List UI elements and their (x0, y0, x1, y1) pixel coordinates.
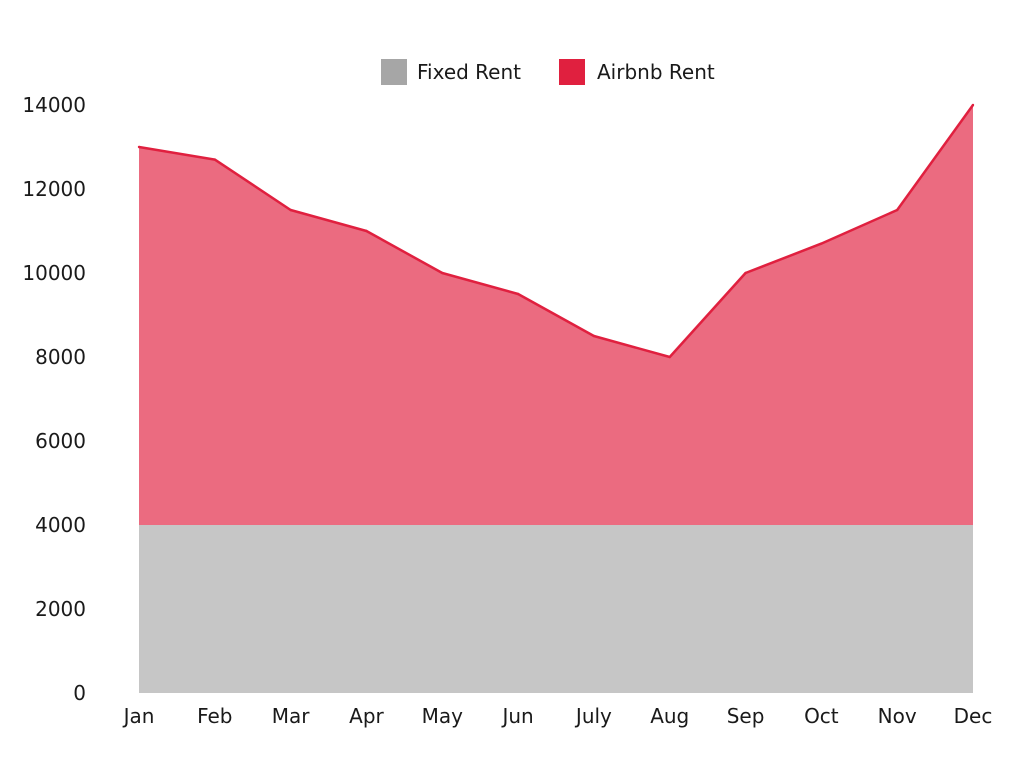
y-axis: 0 2000 4000 6000 8000 10000 12000 14000 (22, 93, 86, 705)
y-tick-label-4000: 4000 (35, 513, 86, 537)
point-airbnb-rent-jun (516, 292, 520, 296)
point-airbnb-rent-sep (744, 271, 747, 275)
point-airbnb-rent-jan (137, 145, 141, 149)
point-airbnb-rent-mar (289, 208, 292, 212)
y-tick-label-0: 0 (73, 681, 86, 705)
x-tick-label-feb: Feb (197, 704, 232, 728)
x-tick-label-jun: Jun (500, 704, 533, 728)
legend: Fixed Rent Airbnb Rent (381, 59, 715, 85)
x-tick-label-aug: Aug (650, 704, 689, 728)
legend-label-fixed-rent: Fixed Rent (417, 60, 521, 84)
y-tick-label-14000: 14000 (22, 93, 86, 117)
legend-swatch-fixed-rent (381, 59, 407, 85)
point-airbnb-rent-aug (668, 355, 671, 359)
x-axis: Jan Feb Mar Apr May Jun July Aug Sep Oct Nov Dec (122, 704, 993, 728)
point-airbnb-rent-nov (895, 208, 899, 212)
x-tick-label-oct: Oct (804, 704, 839, 728)
x-tick-label-may: May (422, 704, 464, 728)
x-tick-label-apr: Apr (349, 704, 384, 728)
y-tick-label-6000: 6000 (35, 429, 86, 453)
legend-label-airbnb-rent: Airbnb Rent (597, 60, 715, 84)
area-fixed-rent (139, 525, 973, 693)
x-tick-label-mar: Mar (272, 704, 311, 728)
point-airbnb-rent-feb (213, 158, 217, 161)
legend-swatch-airbnb-rent (559, 59, 585, 85)
y-tick-label-8000: 8000 (35, 345, 86, 369)
y-tick-label-10000: 10000 (22, 261, 86, 285)
point-airbnb-rent-july (592, 334, 596, 338)
line-airbnb-rent (138, 104, 975, 359)
point-airbnb-rent-oct (820, 242, 823, 245)
y-tick-label-2000: 2000 (35, 597, 86, 621)
plot-area (137, 103, 975, 693)
x-tick-label-july: July (574, 704, 612, 728)
x-tick-label-sep: Sep (727, 704, 765, 728)
point-airbnb-rent-apr (365, 229, 368, 233)
x-tick-label-dec: Dec (954, 704, 993, 728)
x-tick-label-nov: Nov (878, 704, 917, 728)
point-airbnb-rent-dec (971, 103, 975, 107)
x-tick-label-jan: Jan (122, 704, 155, 728)
y-tick-label-12000: 12000 (22, 177, 86, 201)
point-airbnb-rent-may (441, 271, 444, 275)
